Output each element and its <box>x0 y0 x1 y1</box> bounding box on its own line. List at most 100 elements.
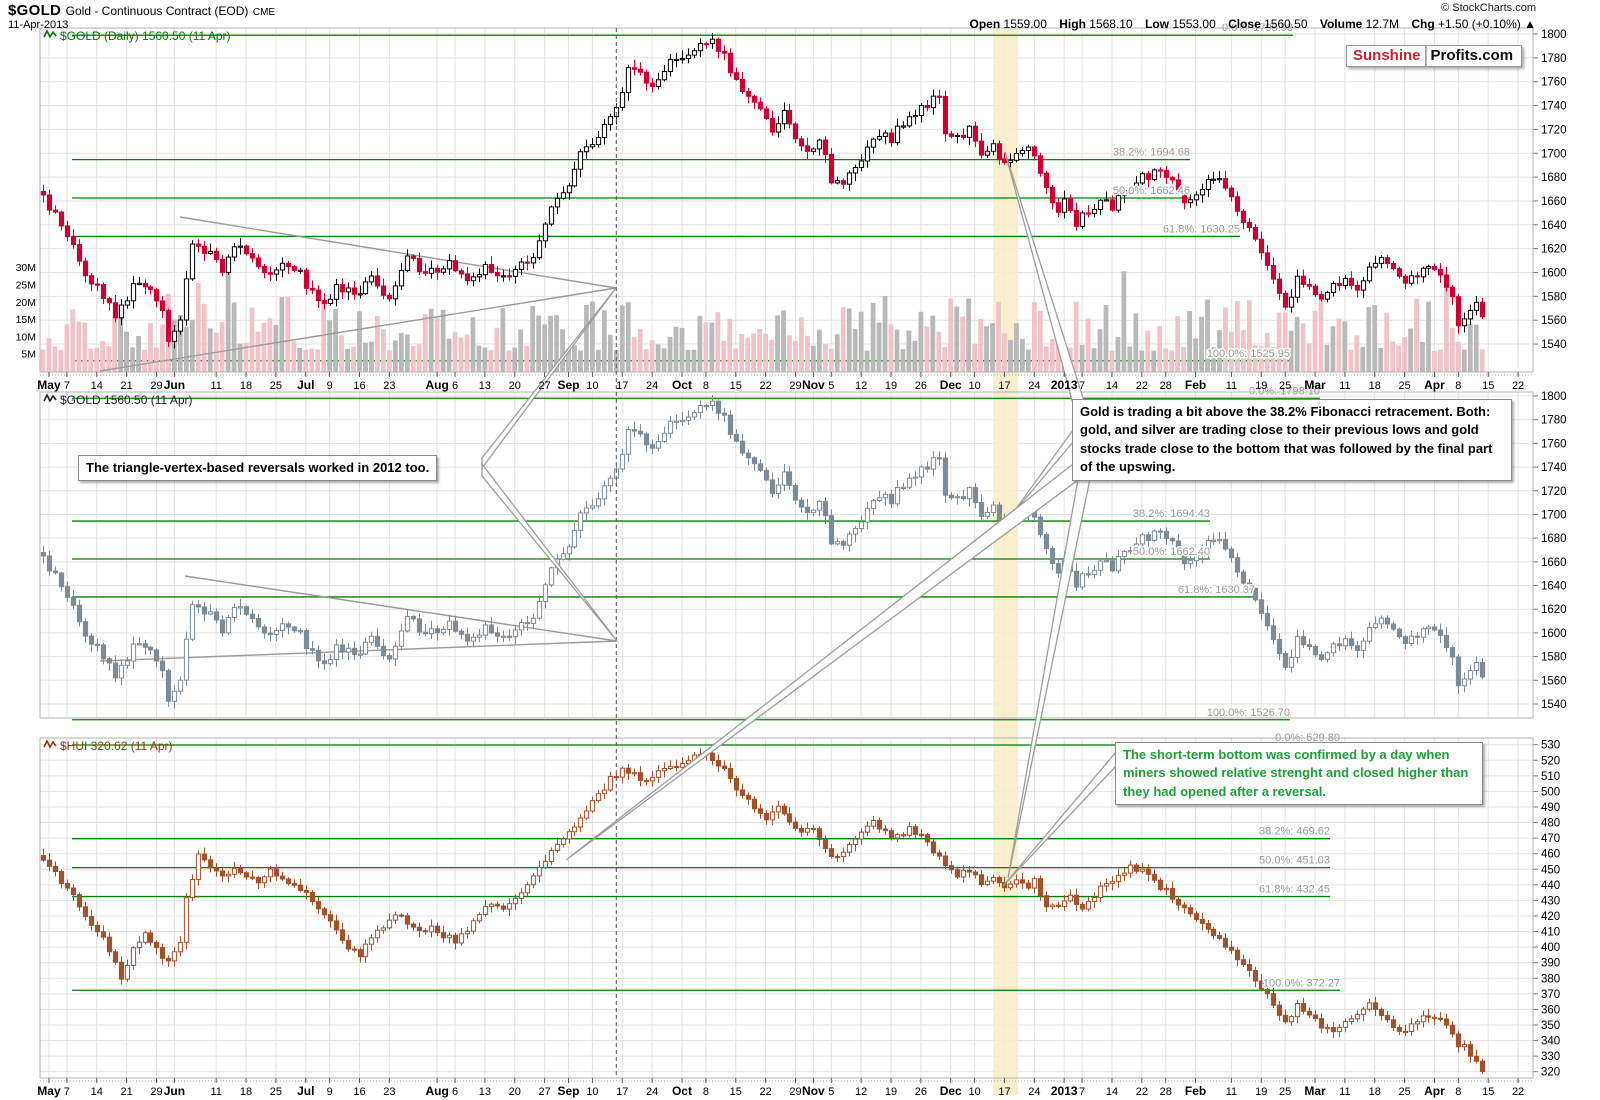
svg-text:1640: 1640 <box>1541 581 1567 593</box>
chart-header: $GOLD Gold - Continuous Contract (EOD) C… <box>8 2 275 20</box>
svg-text:Jul: Jul <box>297 378 314 392</box>
svg-text:320: 320 <box>1541 1067 1560 1079</box>
svg-text:22: 22 <box>759 380 771 392</box>
svg-text:6: 6 <box>452 1086 458 1098</box>
sunshineprofits-logo[interactable]: Sunshine Profits.com <box>1346 45 1523 67</box>
svg-text:38.2%: 1694.68: 38.2%: 1694.68 <box>1113 147 1190 159</box>
svg-text:29: 29 <box>789 380 801 392</box>
svg-text:1640: 1640 <box>1541 220 1567 232</box>
svg-text:5: 5 <box>828 1086 834 1098</box>
svg-text:18: 18 <box>240 1086 252 1098</box>
svg-text:23: 23 <box>383 1086 395 1098</box>
svg-text:1800: 1800 <box>1541 391 1567 403</box>
close-label: Close <box>1228 17 1261 31</box>
svg-text:Nov: Nov <box>802 378 825 392</box>
svg-text:15: 15 <box>730 380 742 392</box>
svg-text:Jun: Jun <box>164 378 185 392</box>
svg-text:1620: 1620 <box>1541 244 1567 256</box>
svg-text:22: 22 <box>1136 380 1148 392</box>
svg-text:22: 22 <box>759 1086 771 1098</box>
svg-text:1780: 1780 <box>1541 53 1567 65</box>
svg-text:25: 25 <box>1398 380 1410 392</box>
svg-text:25: 25 <box>270 380 282 392</box>
svg-text:390: 390 <box>1541 958 1560 970</box>
volume-label: Volume <box>1319 17 1363 31</box>
svg-text:19: 19 <box>1255 1086 1267 1098</box>
svg-text:19: 19 <box>1255 380 1267 392</box>
svg-text:10: 10 <box>586 380 598 392</box>
svg-text:490: 490 <box>1541 802 1560 814</box>
svg-text:29: 29 <box>789 1086 801 1098</box>
svg-text:450: 450 <box>1541 864 1560 876</box>
svg-text:17: 17 <box>998 1086 1010 1098</box>
svg-text:1760: 1760 <box>1541 77 1567 89</box>
svg-text:370: 370 <box>1541 989 1560 1001</box>
svg-text:11: 11 <box>1339 1086 1350 1098</box>
svg-text:420: 420 <box>1541 911 1560 923</box>
svg-text:1740: 1740 <box>1541 101 1567 113</box>
svg-text:Feb: Feb <box>1185 1084 1206 1098</box>
annotation-fibonacci-comment: Gold is trading a bit above the 38.2% Fi… <box>1072 399 1512 481</box>
svg-text:1660: 1660 <box>1541 196 1567 208</box>
svg-text:1560: 1560 <box>1541 315 1567 327</box>
svg-text:1680: 1680 <box>1541 172 1567 184</box>
svg-text:1600: 1600 <box>1541 268 1567 280</box>
svg-text:Apr: Apr <box>1424 1084 1445 1098</box>
svg-text:$HUI 320.62 (11 Apr): $HUI 320.62 (11 Apr) <box>60 739 173 753</box>
svg-text:5M: 5M <box>21 349 36 361</box>
svg-text:20: 20 <box>509 1086 521 1098</box>
svg-text:1560: 1560 <box>1541 675 1567 687</box>
high-value: 1568.10 <box>1089 17 1133 31</box>
svg-text:14: 14 <box>1106 1086 1118 1098</box>
svg-text:380: 380 <box>1541 973 1560 985</box>
svg-text:21: 21 <box>120 1086 132 1098</box>
svg-text:2013: 2013 <box>1051 378 1078 392</box>
svg-text:480: 480 <box>1541 818 1560 830</box>
svg-text:Dec: Dec <box>940 1084 962 1098</box>
low-value: 1553.00 <box>1172 17 1216 31</box>
svg-text:28: 28 <box>1160 1086 1172 1098</box>
svg-text:1580: 1580 <box>1541 291 1567 303</box>
svg-text:18: 18 <box>1369 1086 1381 1098</box>
svg-text:22: 22 <box>1136 1086 1148 1098</box>
svg-text:440: 440 <box>1541 880 1560 892</box>
svg-text:410: 410 <box>1541 927 1560 939</box>
svg-text:May: May <box>37 378 61 392</box>
svg-text:25: 25 <box>1279 380 1291 392</box>
svg-text:19: 19 <box>885 1086 897 1098</box>
svg-text:8: 8 <box>1455 380 1461 392</box>
svg-text:1540: 1540 <box>1541 699 1567 711</box>
svg-text:38.2%: 469.62: 38.2%: 469.62 <box>1259 826 1330 838</box>
svg-text:29: 29 <box>150 1086 162 1098</box>
svg-text:6: 6 <box>452 380 458 392</box>
svg-text:26: 26 <box>915 380 927 392</box>
svg-text:350: 350 <box>1541 1020 1560 1032</box>
svg-text:20M: 20M <box>16 297 36 309</box>
svg-text:27: 27 <box>539 380 551 392</box>
svg-text:1660: 1660 <box>1541 557 1567 569</box>
svg-text:Mar: Mar <box>1304 1084 1326 1098</box>
svg-text:Jul: Jul <box>297 1084 314 1098</box>
svg-text:1700: 1700 <box>1541 148 1567 160</box>
svg-text:7: 7 <box>64 380 70 392</box>
instrument-name: Gold - Continuous Contract (EOD) <box>65 4 249 18</box>
volume-value: 12.7M <box>1365 17 1400 31</box>
svg-text:Sep: Sep <box>558 378 580 392</box>
annotation-triangle-vertex: The triangle-vertex-based reversals work… <box>78 455 438 482</box>
svg-text:15: 15 <box>730 1086 742 1098</box>
svg-text:38.2%: 1694.43: 38.2%: 1694.43 <box>1133 508 1210 520</box>
svg-text:7: 7 <box>1079 380 1085 392</box>
svg-text:25: 25 <box>270 1086 282 1098</box>
svg-text:1800: 1800 <box>1541 29 1567 41</box>
svg-text:Aug: Aug <box>425 378 448 392</box>
svg-text:18: 18 <box>240 380 252 392</box>
chart-date: 11-Apr-2013 <box>8 19 69 31</box>
svg-text:1580: 1580 <box>1541 652 1567 664</box>
svg-text:30M: 30M <box>16 262 36 274</box>
svg-text:100.0%: 1526.70: 100.0%: 1526.70 <box>1207 707 1290 719</box>
svg-text:17: 17 <box>998 380 1010 392</box>
svg-text:22: 22 <box>1512 380 1524 392</box>
open-value: 1559.00 <box>1003 17 1047 31</box>
